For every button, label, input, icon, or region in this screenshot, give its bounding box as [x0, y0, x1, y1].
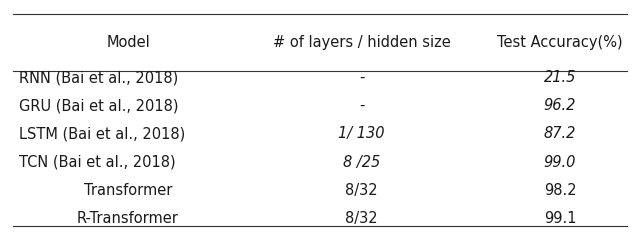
Text: 96.2: 96.2 [544, 98, 576, 113]
Text: -: - [359, 98, 364, 113]
Text: LSTM (Bai et al., 2018): LSTM (Bai et al., 2018) [19, 126, 186, 141]
Text: Model: Model [106, 35, 150, 50]
Text: GRU (Bai et al., 2018): GRU (Bai et al., 2018) [19, 98, 179, 113]
Text: 99.0: 99.0 [544, 155, 576, 170]
Text: 87.2: 87.2 [544, 126, 576, 141]
Text: TCN (Bai et al., 2018): TCN (Bai et al., 2018) [19, 155, 176, 170]
Text: 98.2: 98.2 [544, 183, 576, 198]
Text: R-Transformer: R-Transformer [77, 211, 179, 226]
Text: -: - [359, 70, 364, 85]
Text: 8/32: 8/32 [346, 183, 378, 198]
Text: 21.5: 21.5 [544, 70, 576, 85]
Text: Test Accuracy(%): Test Accuracy(%) [497, 35, 623, 50]
Text: 99.1: 99.1 [544, 211, 576, 226]
Text: Transformer: Transformer [84, 183, 172, 198]
Text: 8 /25: 8 /25 [343, 155, 380, 170]
Text: 8/32: 8/32 [346, 211, 378, 226]
Text: 1/ 130: 1/ 130 [339, 126, 385, 141]
Text: # of layers / hidden size: # of layers / hidden size [273, 35, 451, 50]
Text: RNN (Bai et al., 2018): RNN (Bai et al., 2018) [19, 70, 179, 85]
